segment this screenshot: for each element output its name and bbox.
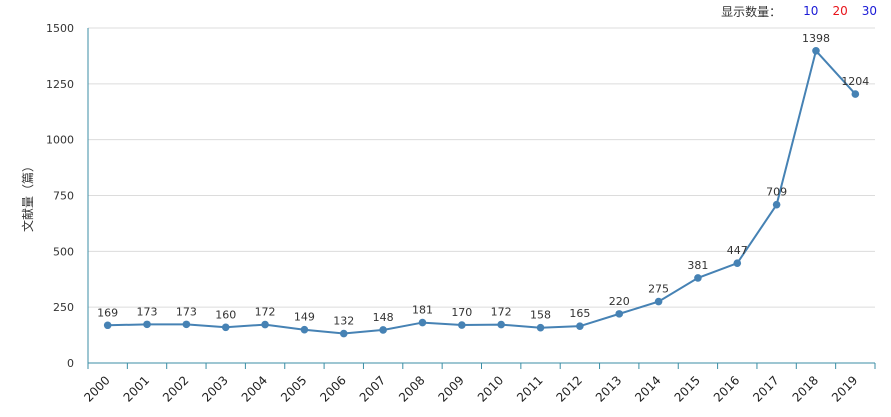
data-label: 381 — [687, 259, 708, 272]
y-tick-label: 1000 — [46, 134, 74, 147]
display-count-label: 显示数量： — [721, 4, 782, 19]
y-tick-label: 1500 — [46, 22, 74, 35]
data-point — [851, 90, 860, 98]
data-point — [379, 326, 387, 334]
data-label: 170 — [451, 306, 472, 319]
y-tick-label: 500 — [53, 245, 74, 258]
data-point — [339, 329, 348, 338]
display-count-option-10[interactable]: 10 — [803, 4, 819, 18]
data-point — [694, 274, 702, 282]
data-label: 165 — [569, 307, 590, 320]
x-tick-label: 2001 — [121, 373, 152, 404]
x-tick-labels: 2000 2001 2002 2003 2004 2005 2006 2007 2008 2009… — [81, 373, 860, 404]
data-point — [182, 320, 191, 329]
display-count-option-20[interactable]: 20 — [832, 4, 848, 18]
x-tick-label: 2019 — [829, 373, 860, 404]
data-point — [733, 259, 742, 267]
x-tick-label: 2005 — [278, 373, 309, 404]
data-point — [458, 321, 466, 329]
series-polyline — [107, 48, 857, 335]
data-point — [261, 320, 269, 329]
data-point — [221, 323, 230, 332]
data-label: 169 — [97, 306, 118, 319]
x-tick-label: 2013 — [593, 373, 624, 404]
x-tick-label: 2010 — [475, 373, 506, 404]
y-tick-label: 0 — [67, 357, 74, 370]
x-tick-label: 2015 — [672, 373, 703, 404]
data-label: 132 — [333, 315, 354, 328]
data-labels: 169 173 173 160 172 149 132 148 181 170 172 158 165 2… — [97, 32, 869, 328]
x-tick-label: 2009 — [435, 373, 466, 404]
data-label: 149 — [294, 311, 315, 324]
x-tick-label: 2003 — [199, 373, 230, 404]
data-label: 709 — [766, 186, 787, 199]
data-label: 220 — [609, 295, 630, 308]
x-tick-label: 2011 — [514, 373, 545, 404]
data-point — [576, 322, 584, 330]
x-tick-label: 2002 — [160, 373, 191, 404]
x-tick-label: 2006 — [317, 373, 348, 404]
data-point — [300, 325, 309, 334]
series-line — [107, 48, 857, 335]
data-label: 160 — [215, 308, 236, 321]
data-point — [497, 320, 505, 329]
data-points — [103, 46, 860, 338]
y-tick-label: 750 — [53, 190, 74, 203]
data-label: 172 — [255, 306, 276, 319]
data-label: 1398 — [802, 32, 830, 45]
data-label: 447 — [727, 244, 748, 257]
data-label: 172 — [491, 306, 512, 319]
gridlines — [88, 27, 875, 308]
data-point — [812, 46, 820, 55]
data-point — [615, 310, 624, 318]
display-count-option-30[interactable]: 30 — [861, 4, 877, 18]
data-point — [103, 321, 112, 330]
data-label: 148 — [373, 311, 394, 324]
data-point — [654, 297, 663, 306]
data-point — [772, 200, 781, 209]
data-point — [143, 320, 151, 329]
y-tick-labels: 0 250 500 750 1000 1250 1500 — [46, 22, 74, 370]
axes — [87, 28, 876, 369]
data-label: 275 — [648, 283, 669, 296]
y-axis-label: 文献量（篇） — [20, 160, 35, 232]
x-tick-label: 2018 — [790, 373, 821, 404]
x-tick-label: 2014 — [632, 373, 663, 404]
x-tick-label: 2004 — [239, 373, 270, 404]
y-tick-label: 250 — [53, 301, 74, 314]
data-label: 1204 — [841, 75, 869, 88]
x-tick-label: 2016 — [711, 373, 742, 404]
data-point — [536, 323, 545, 332]
x-tick-label: 2012 — [553, 373, 584, 404]
data-point — [418, 318, 427, 327]
data-label: 158 — [530, 309, 551, 322]
display-count-control: 显示数量： 10 20 30 — [721, 2, 877, 20]
x-tick-label: 2007 — [357, 373, 388, 404]
data-label: 173 — [137, 305, 158, 318]
x-tick-label: 2008 — [396, 373, 427, 404]
data-label: 173 — [176, 305, 197, 318]
data-label: 181 — [412, 304, 433, 317]
y-tick-label: 1250 — [46, 78, 74, 91]
x-tick-label: 2000 — [81, 373, 112, 404]
x-tick-label: 2017 — [750, 373, 781, 404]
